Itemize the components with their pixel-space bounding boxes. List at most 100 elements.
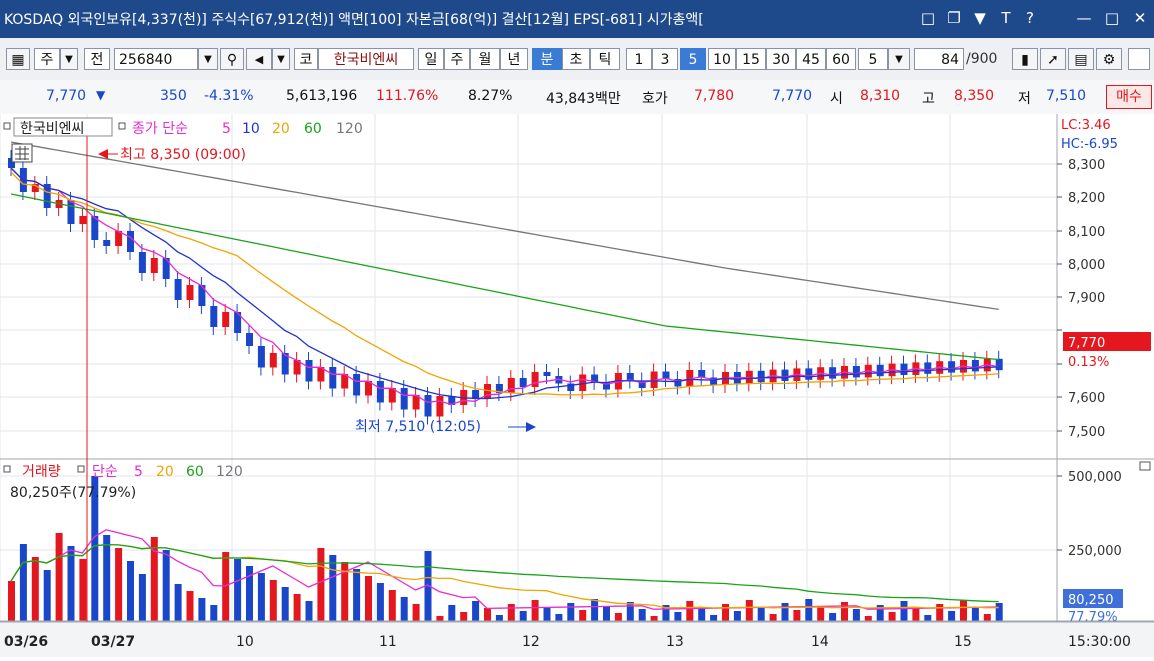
layout-icon[interactable]: ▦ xyxy=(6,48,30,70)
low-label: 저 xyxy=(1018,91,1031,107)
hc-label: HC:-6.95 xyxy=(1061,137,1118,152)
pin-icon[interactable]: ▼ xyxy=(974,9,986,27)
price-legend: 한국비엔씨 종가 단순 5 10 20 60 120 xyxy=(3,117,363,137)
legend-stock-name: 한국비엔씨 xyxy=(20,121,84,137)
stock-code-input[interactable]: 256840 xyxy=(114,48,198,70)
volume-axis: 500,000 250,000 xyxy=(1057,470,1122,559)
volume-bars xyxy=(8,476,1003,621)
down-arrow-icon: ▼ xyxy=(96,88,106,102)
chevron-down-icon[interactable]: ▼ xyxy=(888,48,910,70)
legend-ma120: 120 xyxy=(336,121,363,137)
last-price-text: 7,770 xyxy=(1068,336,1105,351)
bid-price: 7,770 xyxy=(772,88,813,104)
open-price: 8,310 xyxy=(860,88,901,104)
time-axis-label: 15 xyxy=(954,634,972,650)
checkbox[interactable] xyxy=(1128,48,1150,70)
data-count-input[interactable]: 84 xyxy=(914,48,964,70)
time-axis-label: 12 xyxy=(522,634,540,650)
time-axis-label: 14 xyxy=(811,634,829,650)
maximize-icon[interactable]: □ xyxy=(1104,9,1120,27)
legend-ma10: 10 xyxy=(242,121,260,137)
interval-30-button[interactable]: 30 xyxy=(766,48,796,70)
draw-line-icon[interactable]: ➚ xyxy=(1040,48,1066,70)
volume-legend-name: 거래량 xyxy=(22,464,61,480)
current-price: 7,770 xyxy=(46,88,87,104)
title-bar: KOSDAQ 외국인보유[4,337(천)] 주식수[67,912(천)] 액면… xyxy=(0,0,1154,38)
price-axis-label: 7,600 xyxy=(1068,391,1105,406)
low-price: 7,510 xyxy=(1046,88,1087,104)
save-icon[interactable]: ▤ xyxy=(1068,48,1094,70)
trade-amount: 43,843백만 xyxy=(546,91,621,107)
price-change: 350 xyxy=(160,88,187,104)
last-volume-text: 80,250 xyxy=(1068,593,1114,608)
current-time: 15:30:00 xyxy=(1068,634,1131,650)
gear-icon[interactable]: ⚙ xyxy=(1096,48,1122,70)
time-axis: 03/26 03/27 10 11 12 13 14 15 xyxy=(4,634,972,650)
period-day-button[interactable]: 일 xyxy=(418,48,444,70)
last-pct-text: 0.13% xyxy=(1068,355,1109,370)
period-minute-button[interactable]: 분 xyxy=(532,48,562,70)
interval-10-button[interactable]: 10 xyxy=(708,48,736,70)
interval-5-button[interactable]: 5 xyxy=(680,48,706,70)
volume-ratio: 111.76% xyxy=(376,88,439,104)
minimize-icon[interactable]: — xyxy=(1076,9,1092,27)
stock-name-field[interactable]: 한국비엔씨 xyxy=(318,48,414,70)
chart-area[interactable]: 한국비엔씨 종가 단순 5 10 20 60 120 최고 8,350 (09:… xyxy=(0,114,1154,657)
low-annotation-text: 최저 7,510 (12:05) xyxy=(355,419,481,435)
copy-icon[interactable]: ❐ xyxy=(947,9,961,27)
price-axis-label: 8,200 xyxy=(1068,191,1105,206)
legend-ma20: 20 xyxy=(272,121,290,137)
stock-type-select[interactable]: 주 xyxy=(34,48,60,70)
last-price-tag xyxy=(1063,332,1151,351)
turnover: 8.27% xyxy=(468,88,513,104)
panel-toggle-icon[interactable] xyxy=(1139,461,1151,471)
last-volume-tag xyxy=(1063,589,1123,608)
market-kosdaq-button[interactable]: 코 xyxy=(294,48,318,70)
time-axis-label: 03/27 xyxy=(91,634,135,650)
close-icon[interactable]: ✕ xyxy=(1133,9,1147,27)
price-axis-label: 7,900 xyxy=(1068,291,1105,306)
high-annotation-text: 최고 8,350 (09:00) xyxy=(120,147,246,163)
price-change-pct: -4.31% xyxy=(204,88,254,104)
toolbar: ▦ 주 ▼ 전 256840 ▼ ⚲ ◀ ▼ 코 한국비엔씨 일 주 월 년 분… xyxy=(0,38,1154,81)
quote-bar: 7,770 ▼ 350 -4.31% 5,613,196 111.76% 8.2… xyxy=(0,80,1154,115)
window-title: KOSDAQ 외국인보유[4,337(천)] 주식수[67,912(천)] 액면… xyxy=(4,12,704,28)
candle-icon[interactable]: ▮ xyxy=(1012,48,1038,70)
buy-button[interactable]: 매수 xyxy=(1106,85,1152,109)
volume-legend-ma20: 20 xyxy=(156,464,174,480)
volume-legend-ma120: 120 xyxy=(216,464,243,480)
low-annotation: 최저 7,510 (12:05) xyxy=(355,419,536,435)
interval-3-button[interactable]: 3 xyxy=(652,48,678,70)
price-axis-label: 8,100 xyxy=(1068,225,1105,240)
interval-15-button[interactable]: 15 xyxy=(736,48,766,70)
chevron-down-icon[interactable]: ▼ xyxy=(272,48,290,70)
period-month-button[interactable]: 월 xyxy=(470,48,500,70)
speaker-icon[interactable]: ◀ xyxy=(246,48,272,70)
volume-ma-lines xyxy=(10,529,999,610)
volume-axis-label: 250,000 xyxy=(1068,544,1122,559)
period-tick-button[interactable]: 틱 xyxy=(590,48,620,70)
legend-ma5: 5 xyxy=(222,121,231,137)
chevron-down-icon[interactable]: ▼ xyxy=(60,48,78,70)
volume-legend-ma-label: 단순 xyxy=(92,464,118,480)
interval-60-button[interactable]: 60 xyxy=(826,48,856,70)
volume-legend-ma60: 60 xyxy=(186,464,204,480)
restore-icon[interactable]: □ xyxy=(920,9,936,27)
count-select[interactable]: 5 xyxy=(858,48,888,70)
lc-label: LC:3.46 xyxy=(1061,118,1111,133)
market-all-button[interactable]: 전 xyxy=(84,48,110,70)
period-week-button[interactable]: 주 xyxy=(444,48,470,70)
interval-1-button[interactable]: 1 xyxy=(626,48,652,70)
price-axis-label: 7,500 xyxy=(1068,425,1105,440)
search-icon[interactable]: ⚲ xyxy=(220,48,244,70)
period-second-button[interactable]: 초 xyxy=(562,48,590,70)
font-icon[interactable]: T xyxy=(1001,9,1011,27)
price-axis-label: 8,000 xyxy=(1068,258,1105,273)
chevron-down-icon[interactable]: ▼ xyxy=(198,48,218,70)
period-year-button[interactable]: 년 xyxy=(500,48,528,70)
time-axis-label: 10 xyxy=(236,634,254,650)
time-axis-label: 03/26 xyxy=(4,634,48,650)
volume-axis-label: 500,000 xyxy=(1068,470,1122,485)
help-icon[interactable]: ? xyxy=(1026,9,1034,27)
interval-45-button[interactable]: 45 xyxy=(796,48,826,70)
